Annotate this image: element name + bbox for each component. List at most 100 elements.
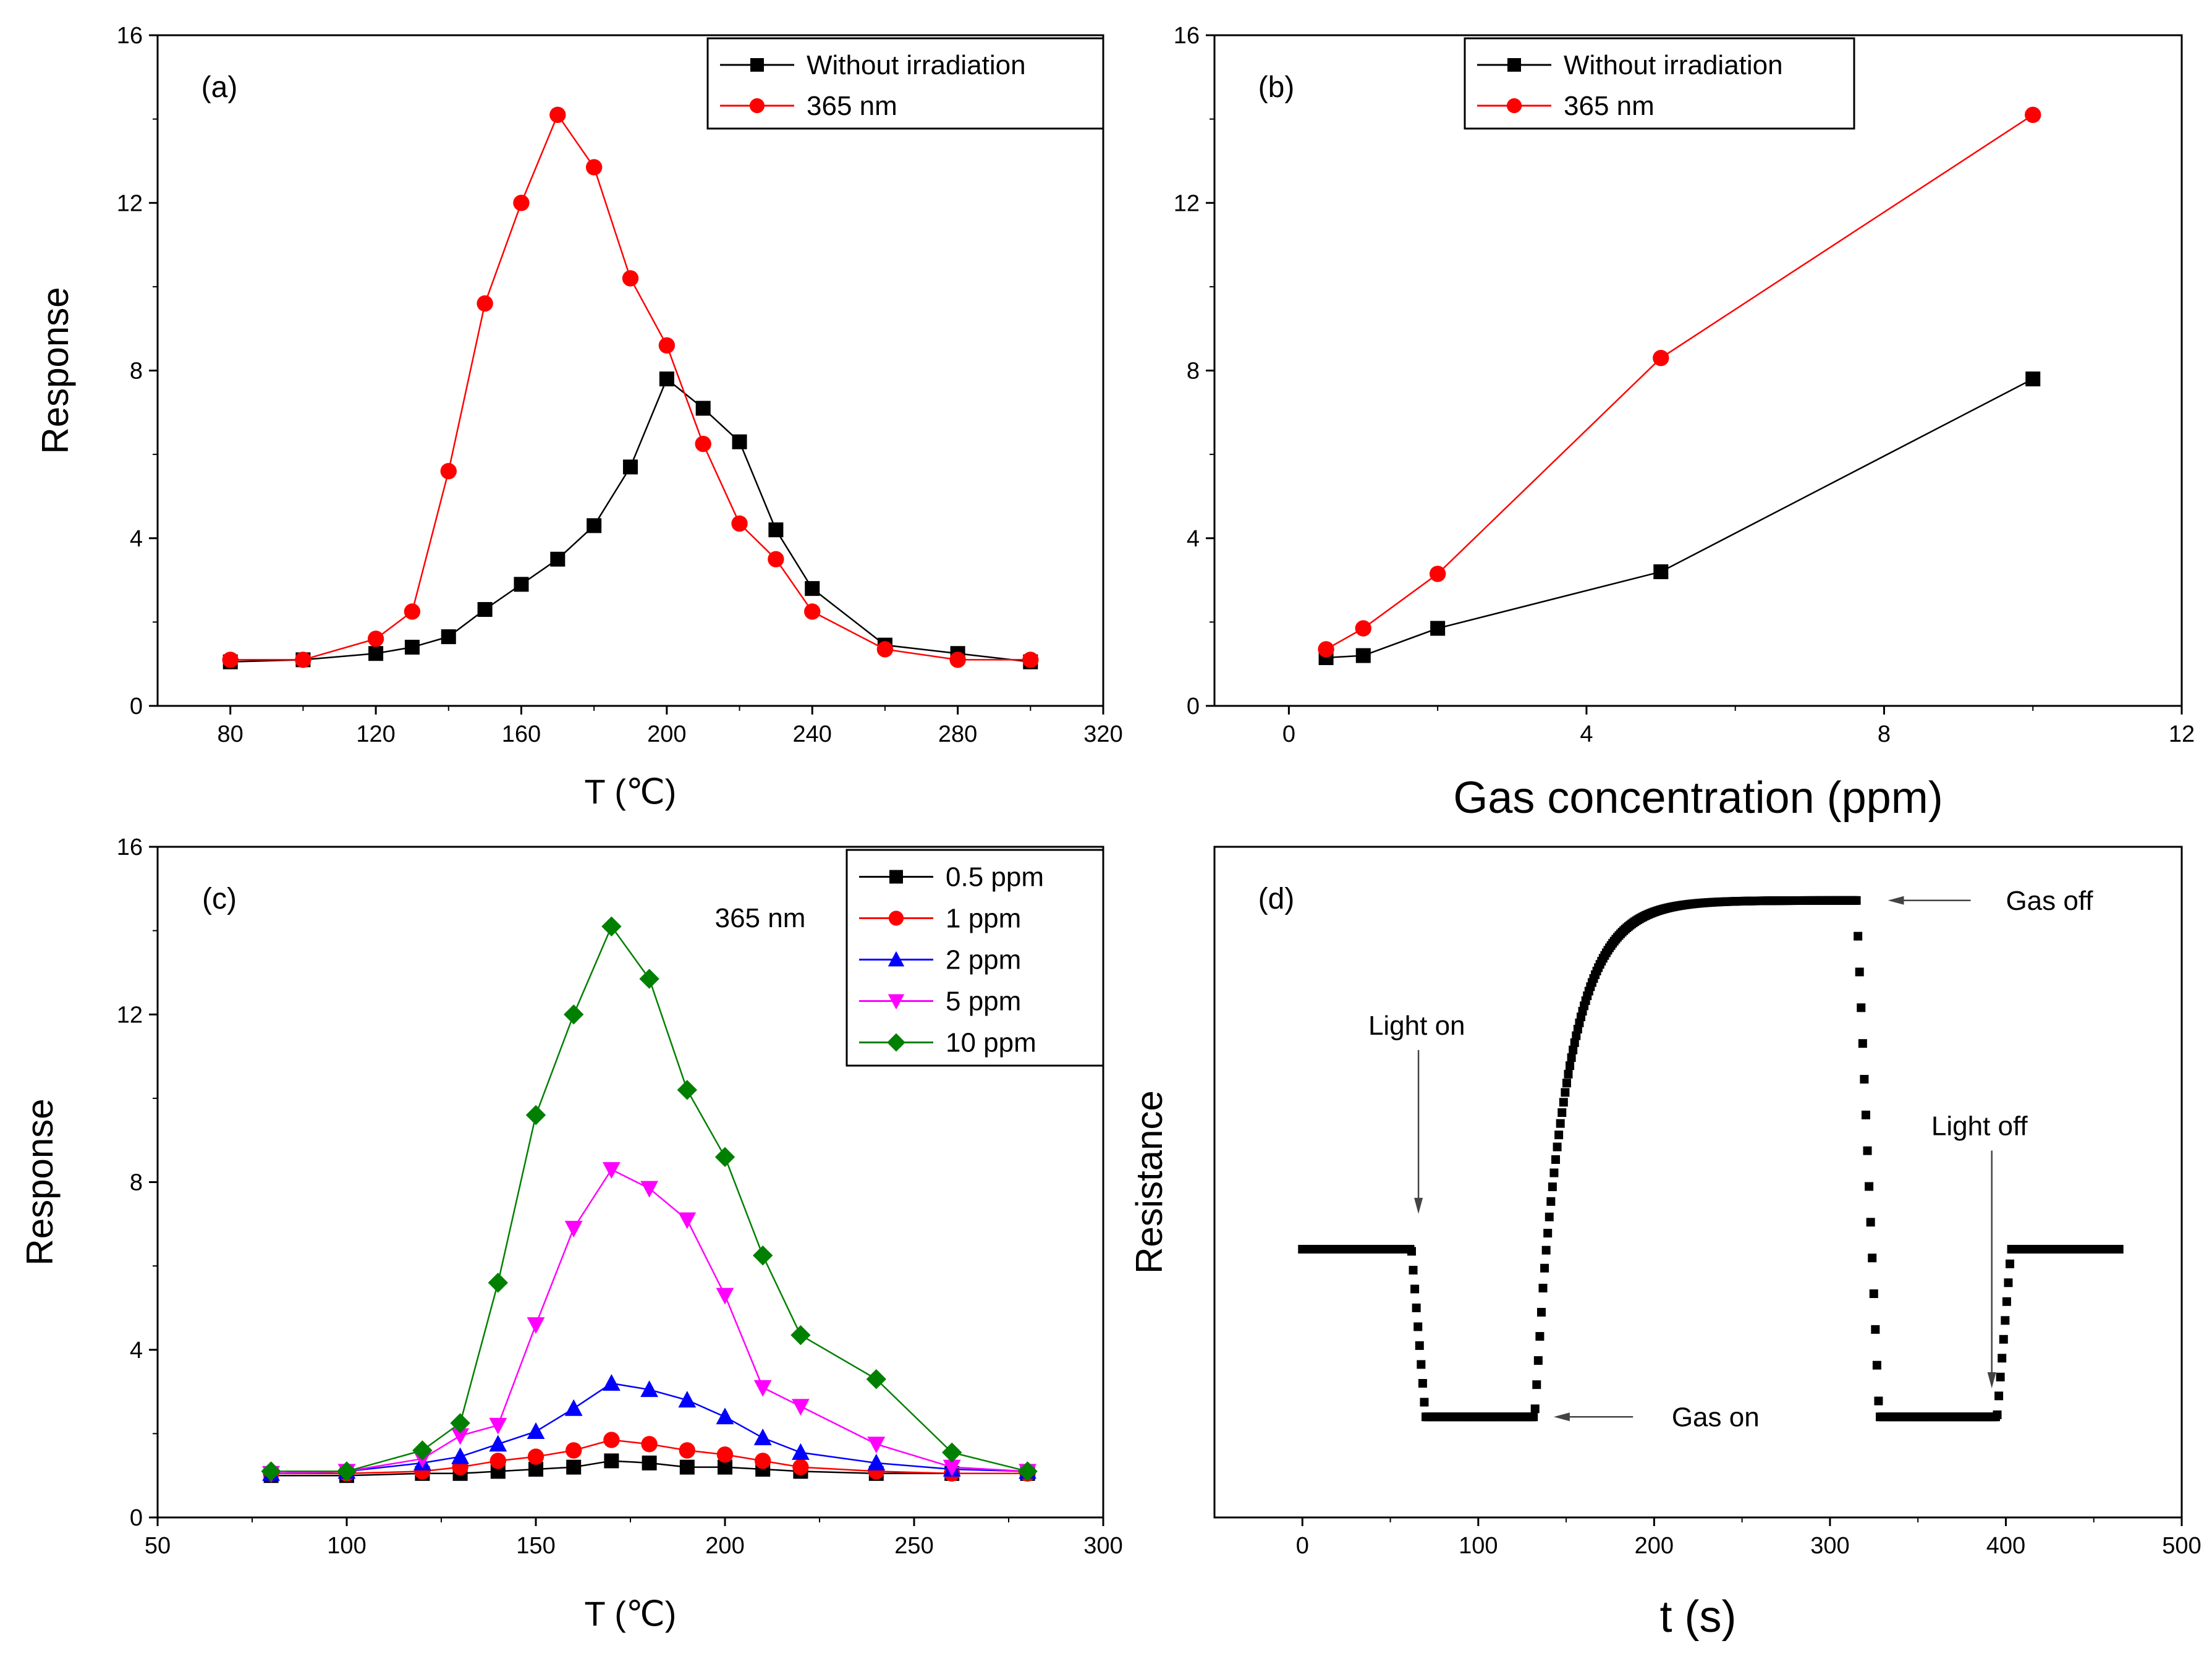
legend-marker (749, 98, 765, 114)
data-point-365-nm (1318, 641, 1334, 658)
annotation-arrowhead (1987, 1372, 1996, 1388)
data-point-resistance (1535, 1332, 1545, 1341)
data-point-365-nm (804, 603, 821, 620)
panel-a: 80 120 160 200 240 280 320 0 4 8 12 16 T (℃) Response… (35, 23, 1123, 811)
data-point-2-ppm (603, 1374, 621, 1391)
data-point-5-ppm (489, 1417, 507, 1435)
x-tick-label: 200 (647, 721, 686, 747)
annotation-label: Gas off (2006, 886, 2093, 916)
data-point-resistance (1557, 1108, 1567, 1118)
data-point-resistance (1559, 1098, 1568, 1107)
data-point-resistance (1869, 1289, 1878, 1299)
data-point-10-ppm (525, 1105, 546, 1126)
data-point-10-ppm (450, 1413, 470, 1433)
data-point-resistance (1533, 1356, 1543, 1365)
x-tick-label: 0 (1282, 721, 1295, 747)
data-point-resistance (1546, 1197, 1556, 1206)
data-point-365-nm (477, 295, 493, 312)
data-point-resistance (1532, 1380, 1541, 1390)
x-tick-label: 100 (1459, 1533, 1498, 1559)
data-point-resistance (1868, 1254, 1877, 1263)
series-line-0.5-ppm (271, 1460, 1028, 1477)
data-point-2-ppm (678, 1391, 697, 1408)
data-point-resistance (1993, 1410, 2002, 1419)
data-point-365-nm (1022, 651, 1039, 668)
annotation-arrowhead (1553, 1412, 1570, 1422)
data-point-365-nm (295, 651, 311, 668)
data-point-without-irradiation (2025, 371, 2041, 387)
y-tick-label: 8 (130, 359, 143, 384)
data-point-resistance (1861, 1110, 1870, 1119)
data-point-resistance (1554, 1131, 1564, 1140)
data-point-resistance (1866, 1218, 1875, 1227)
series-line-365-nm (230, 113, 1031, 661)
data-point-365-nm (768, 551, 784, 567)
y-tick-label: 0 (1187, 694, 1200, 719)
legend-box (845, 849, 1104, 1067)
data-point-1-ppm (566, 1442, 582, 1459)
x-tick-label: 80 (218, 721, 244, 747)
data-point-365-nm (404, 603, 421, 620)
legend-marker (1506, 98, 1522, 114)
series-line-1-ppm (271, 1439, 1028, 1475)
x-tick-label: 50 (145, 1533, 171, 1559)
data-point-1-ppm (792, 1459, 809, 1475)
data-point-without-irradiation (1653, 564, 1669, 579)
legend-label: 5 ppm (946, 986, 1021, 1017)
data-point-resistance (1863, 1146, 1872, 1155)
data-point-5-ppm (451, 1428, 469, 1445)
data-point-resistance (1566, 1061, 1575, 1071)
panel-label: (b) (1258, 71, 1295, 104)
legend-marker (888, 910, 904, 926)
data-point-10-ppm (601, 916, 622, 937)
data-point-resistance (2002, 1297, 2011, 1306)
y-tick-label: 8 (1187, 359, 1200, 384)
y-tick-label: 4 (1187, 526, 1200, 552)
annotation-arrowhead (1888, 896, 1904, 905)
legend-marker (888, 994, 905, 1010)
data-point-resistance (1529, 1412, 1538, 1422)
data-point-without-irradiation (805, 581, 820, 596)
y-tick-label: 12 (117, 190, 143, 216)
data-point-without-irradiation (623, 459, 638, 475)
data-point-resistance (1996, 1372, 2005, 1381)
legend-label: 1 ppm (946, 904, 1021, 934)
data-point-resistance (1412, 1303, 1421, 1312)
data-point-2-ppm (564, 1399, 583, 1416)
data-point-resistance (1541, 1245, 1551, 1255)
data-point-0.5-ppm (642, 1455, 657, 1470)
y-tick-label: 12 (117, 1002, 143, 1028)
data-point-resistance (2004, 1278, 2013, 1288)
data-point-365-nm (731, 515, 748, 532)
data-point-10-ppm (261, 1461, 281, 1482)
x-axis-label: T (℃) (585, 1594, 677, 1633)
data-point-resistance (1874, 1396, 1883, 1406)
data-point-resistance (1420, 1398, 1429, 1407)
annotation-label: Light on (1368, 1011, 1465, 1041)
panel-d: 0 100 200 300 400 500 t (s) Resistance (d) Light … (1129, 846, 2201, 1642)
data-point-resistance (1872, 1360, 1881, 1370)
data-point-resistance (1415, 1341, 1424, 1350)
data-point-0.5-ppm (604, 1453, 619, 1469)
data-point-resistance (1418, 1379, 1427, 1388)
data-point-365-nm (876, 641, 894, 658)
plot-frame (1213, 34, 2183, 707)
data-point-without-irradiation (695, 401, 711, 416)
legend-box (706, 37, 1104, 130)
annotation-wavelength: 365 nm (715, 903, 806, 933)
x-tick-label: 150 (516, 1533, 555, 1559)
data-point-10-ppm (564, 1004, 584, 1025)
x-axis-label: T (℃) (585, 772, 677, 811)
data-point-resistance (1407, 1247, 1416, 1256)
data-point-10-ppm (412, 1440, 433, 1461)
data-point-resistance (1854, 931, 1863, 941)
y-tick-label: 16 (117, 23, 143, 49)
data-point-resistance (1998, 1354, 2007, 1363)
data-point-resistance (1562, 1079, 1571, 1088)
data-point-365-nm (513, 195, 530, 211)
y-tick-label: 0 (130, 1505, 143, 1531)
data-point-10-ppm (714, 1147, 735, 1168)
data-point-365-nm (1429, 566, 1446, 582)
legend-label: Without irradiation (807, 50, 1026, 80)
